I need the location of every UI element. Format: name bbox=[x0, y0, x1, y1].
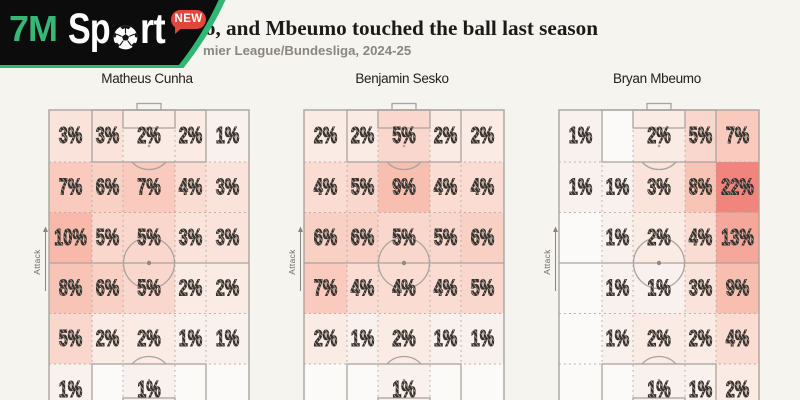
svg-text:2%: 2% bbox=[471, 123, 495, 148]
svg-text:3%: 3% bbox=[216, 175, 240, 200]
svg-text:3%: 3% bbox=[96, 123, 120, 148]
svg-text:2%: 2% bbox=[689, 326, 713, 351]
svg-text:4%: 4% bbox=[471, 175, 495, 200]
svg-text:5%: 5% bbox=[137, 225, 161, 250]
svg-text:2%: 2% bbox=[96, 326, 120, 351]
svg-text:3%: 3% bbox=[179, 225, 203, 250]
svg-text:3%: 3% bbox=[689, 276, 713, 301]
svg-text:2%: 2% bbox=[726, 377, 750, 400]
svg-text:1%: 1% bbox=[606, 175, 630, 200]
svg-text:2%: 2% bbox=[179, 123, 203, 148]
svg-text:7%: 7% bbox=[59, 175, 83, 200]
svg-text:2%: 2% bbox=[392, 326, 416, 351]
svg-text:1%: 1% bbox=[569, 123, 593, 148]
svg-text:1%: 1% bbox=[216, 123, 240, 148]
svg-text:3%: 3% bbox=[216, 225, 240, 250]
svg-text:1%: 1% bbox=[179, 326, 203, 351]
svg-text:1%: 1% bbox=[606, 225, 630, 250]
svg-text:7%: 7% bbox=[726, 123, 750, 148]
svg-text:2%: 2% bbox=[314, 123, 338, 148]
svg-text:1%: 1% bbox=[606, 326, 630, 351]
svg-text:5%: 5% bbox=[137, 276, 161, 301]
svg-text:1%: 1% bbox=[351, 326, 375, 351]
svg-text:2%: 2% bbox=[137, 326, 161, 351]
svg-text:5%: 5% bbox=[392, 225, 416, 250]
svg-text:4%: 4% bbox=[434, 175, 458, 200]
svg-text:Attack: Attack bbox=[287, 249, 297, 275]
svg-text:2%: 2% bbox=[647, 225, 671, 250]
svg-text:5%: 5% bbox=[59, 326, 83, 351]
svg-text:1%: 1% bbox=[137, 377, 161, 400]
svg-text:4%: 4% bbox=[392, 276, 416, 301]
svg-text:1%: 1% bbox=[606, 276, 630, 301]
svg-text:3%: 3% bbox=[647, 175, 671, 200]
svg-text:6%: 6% bbox=[471, 225, 495, 250]
svg-text:5%: 5% bbox=[351, 175, 375, 200]
svg-text:1%: 1% bbox=[59, 377, 83, 400]
svg-text:1%: 1% bbox=[434, 326, 458, 351]
svg-text:22%: 22% bbox=[721, 175, 754, 200]
svg-text:2%: 2% bbox=[179, 276, 203, 301]
svg-text:1%: 1% bbox=[647, 276, 671, 301]
svg-text:6%: 6% bbox=[351, 225, 375, 250]
svg-text:4%: 4% bbox=[726, 326, 750, 351]
svg-text:6%: 6% bbox=[96, 175, 120, 200]
svg-text:2%: 2% bbox=[351, 123, 375, 148]
svg-text:1%: 1% bbox=[569, 175, 593, 200]
svg-text:5%: 5% bbox=[434, 225, 458, 250]
svg-text:7%: 7% bbox=[314, 276, 338, 301]
svg-text:2%: 2% bbox=[647, 326, 671, 351]
svg-text:4%: 4% bbox=[689, 225, 713, 250]
svg-text:Attack: Attack bbox=[542, 249, 552, 275]
svg-text:5%: 5% bbox=[392, 123, 416, 148]
svg-text:1%: 1% bbox=[647, 377, 671, 400]
svg-text:5%: 5% bbox=[471, 276, 495, 301]
svg-text:8%: 8% bbox=[689, 175, 713, 200]
svg-text:2%: 2% bbox=[216, 276, 240, 301]
svg-text:10%: 10% bbox=[54, 225, 87, 250]
svg-text:7%: 7% bbox=[137, 175, 161, 200]
svg-text:13%: 13% bbox=[721, 225, 754, 250]
svg-text:9%: 9% bbox=[392, 175, 416, 200]
svg-text:5%: 5% bbox=[96, 225, 120, 250]
svg-text:2%: 2% bbox=[434, 123, 458, 148]
svg-text:8%: 8% bbox=[59, 276, 83, 301]
svg-text:1%: 1% bbox=[471, 326, 495, 351]
svg-text:1%: 1% bbox=[392, 377, 416, 400]
svg-text:2%: 2% bbox=[137, 123, 161, 148]
svg-text:4%: 4% bbox=[179, 175, 203, 200]
svg-text:4%: 4% bbox=[434, 276, 458, 301]
svg-text:6%: 6% bbox=[96, 276, 120, 301]
svg-text:1%: 1% bbox=[689, 377, 713, 400]
svg-text:4%: 4% bbox=[351, 276, 375, 301]
svg-text:2%: 2% bbox=[314, 326, 338, 351]
svg-text:2%: 2% bbox=[647, 123, 671, 148]
svg-text:Attack: Attack bbox=[32, 249, 42, 275]
svg-text:5%: 5% bbox=[689, 123, 713, 148]
svg-text:1%: 1% bbox=[216, 326, 240, 351]
svg-text:6%: 6% bbox=[314, 225, 338, 250]
svg-text:4%: 4% bbox=[314, 175, 338, 200]
svg-text:3%: 3% bbox=[59, 123, 83, 148]
svg-text:9%: 9% bbox=[726, 276, 750, 301]
